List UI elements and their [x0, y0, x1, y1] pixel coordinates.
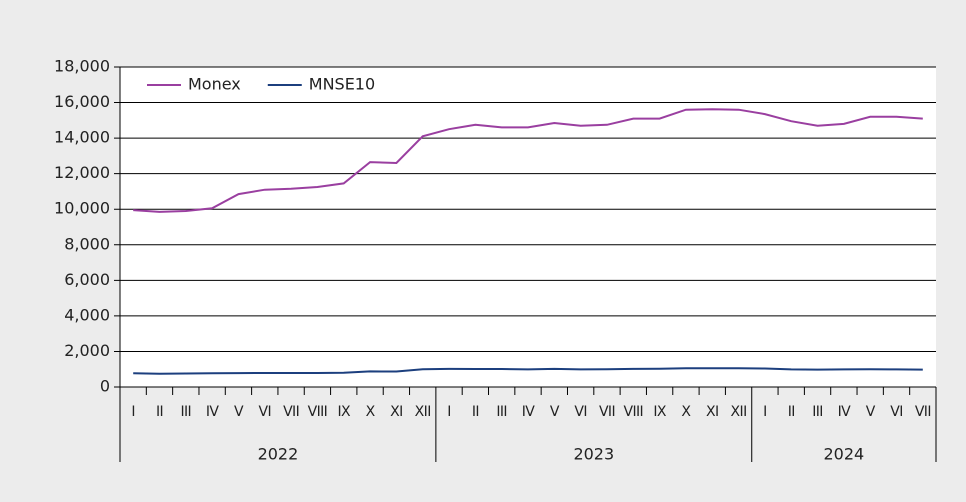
x-tick-label: VII [915, 404, 931, 420]
y-tick-label: 2,000 [64, 341, 110, 360]
year-label: 2024 [824, 445, 865, 464]
x-tick-label: XII [731, 404, 747, 420]
x-tick-label: XII [415, 404, 431, 420]
x-tick-label: VII [599, 404, 615, 420]
x-tick-label: I [763, 404, 767, 420]
x-tick-label: II [156, 404, 163, 420]
x-tick-label: VI [259, 404, 272, 420]
x-tick-label: V [234, 404, 244, 420]
x-tick-label: IV [206, 404, 220, 420]
x-tick-label: I [447, 404, 451, 420]
y-tick-label: 0 [100, 377, 110, 396]
x-tick-label: VIII [624, 404, 644, 420]
x-tick-label: V [866, 404, 876, 420]
x-tick-label: IV [838, 404, 852, 420]
x-tick-label: XI [706, 404, 719, 420]
x-tick-label: VIII [308, 404, 328, 420]
y-tick-label: 14,000 [54, 128, 110, 147]
x-tick-label: I [131, 404, 135, 420]
y-tick-label: 4,000 [64, 305, 110, 324]
year-label: 2022 [258, 445, 299, 464]
y-tick-label: 6,000 [64, 270, 110, 289]
x-tick-label: IV [522, 404, 536, 420]
x-tick-label: IX [653, 404, 667, 420]
x-tick-label: X [681, 404, 691, 420]
legend-label: MNSE10 [309, 75, 375, 94]
x-tick-label: X [366, 404, 376, 420]
series-line [133, 108, 923, 213]
x-tick-label: III [181, 404, 192, 420]
year-label: 2023 [573, 445, 614, 464]
x-tick-label: III [812, 404, 823, 420]
y-tick-label: 12,000 [54, 163, 110, 182]
series-line [133, 367, 923, 375]
x-tick-label: III [496, 404, 507, 420]
y-tick-label: 18,000 [54, 57, 110, 76]
x-tick-label: IX [337, 404, 351, 420]
y-tick-label: 16,000 [54, 92, 110, 111]
y-tick-label: 10,000 [54, 199, 110, 218]
plot-area [120, 67, 936, 387]
x-tick-label: V [550, 404, 560, 420]
x-tick-label: II [472, 404, 479, 420]
x-tick-label: XI [390, 404, 403, 420]
y-tick-label: 8,000 [64, 234, 110, 253]
x-tick-label: VII [283, 404, 299, 420]
x-tick-label: II [788, 404, 795, 420]
x-tick-label: VI [574, 404, 587, 420]
legend-label: Monex [188, 75, 241, 94]
x-tick-label: VI [890, 404, 903, 420]
